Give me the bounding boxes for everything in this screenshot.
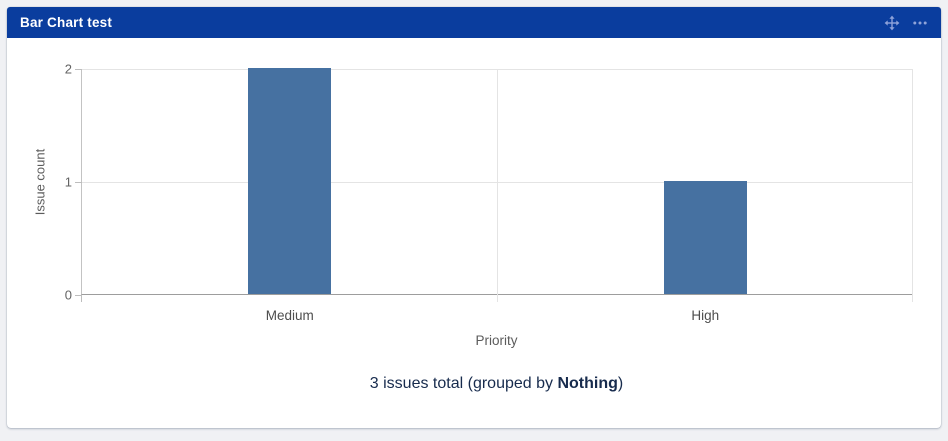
- bar-chart-gadget: Bar Chart test: [7, 7, 941, 428]
- y-tick-label: 2: [64, 61, 72, 77]
- summary-group-by: Nothing: [557, 375, 618, 392]
- y-tick-label: 0: [64, 287, 72, 303]
- summary-suffix: ): [617, 375, 624, 392]
- bar-high[interactable]: [663, 181, 747, 294]
- gridline-y1: [75, 181, 912, 183]
- y-tick-mark: [75, 294, 82, 296]
- y-tick-mark: [75, 181, 82, 183]
- y-axis-extension: [81, 295, 82, 302]
- more-options-icon[interactable]: [911, 14, 928, 31]
- x-category-label: Medium: [265, 308, 314, 323]
- gadget-title: Bar Chart test: [20, 15, 113, 30]
- plot-right-border: [912, 69, 913, 302]
- plot-area: 0 1 2 Medium High: [65, 62, 913, 323]
- x-axis-title: Priority: [475, 333, 518, 348]
- y-tick-mark: [75, 68, 82, 70]
- gadget-header[interactable]: Bar Chart test: [7, 7, 941, 38]
- issues-summary: 3 issues total (grouped by Nothing): [81, 375, 912, 393]
- move-icon[interactable]: [883, 14, 900, 31]
- y-tick-label: 1: [64, 174, 72, 190]
- bar-medium[interactable]: [248, 68, 332, 294]
- x-category-label: High: [691, 308, 720, 323]
- gridline-y2: [75, 68, 912, 70]
- gadget-header-actions: [883, 14, 928, 31]
- category-separator: [497, 69, 498, 302]
- summary-prefix: 3 issues total (grouped by: [369, 375, 558, 392]
